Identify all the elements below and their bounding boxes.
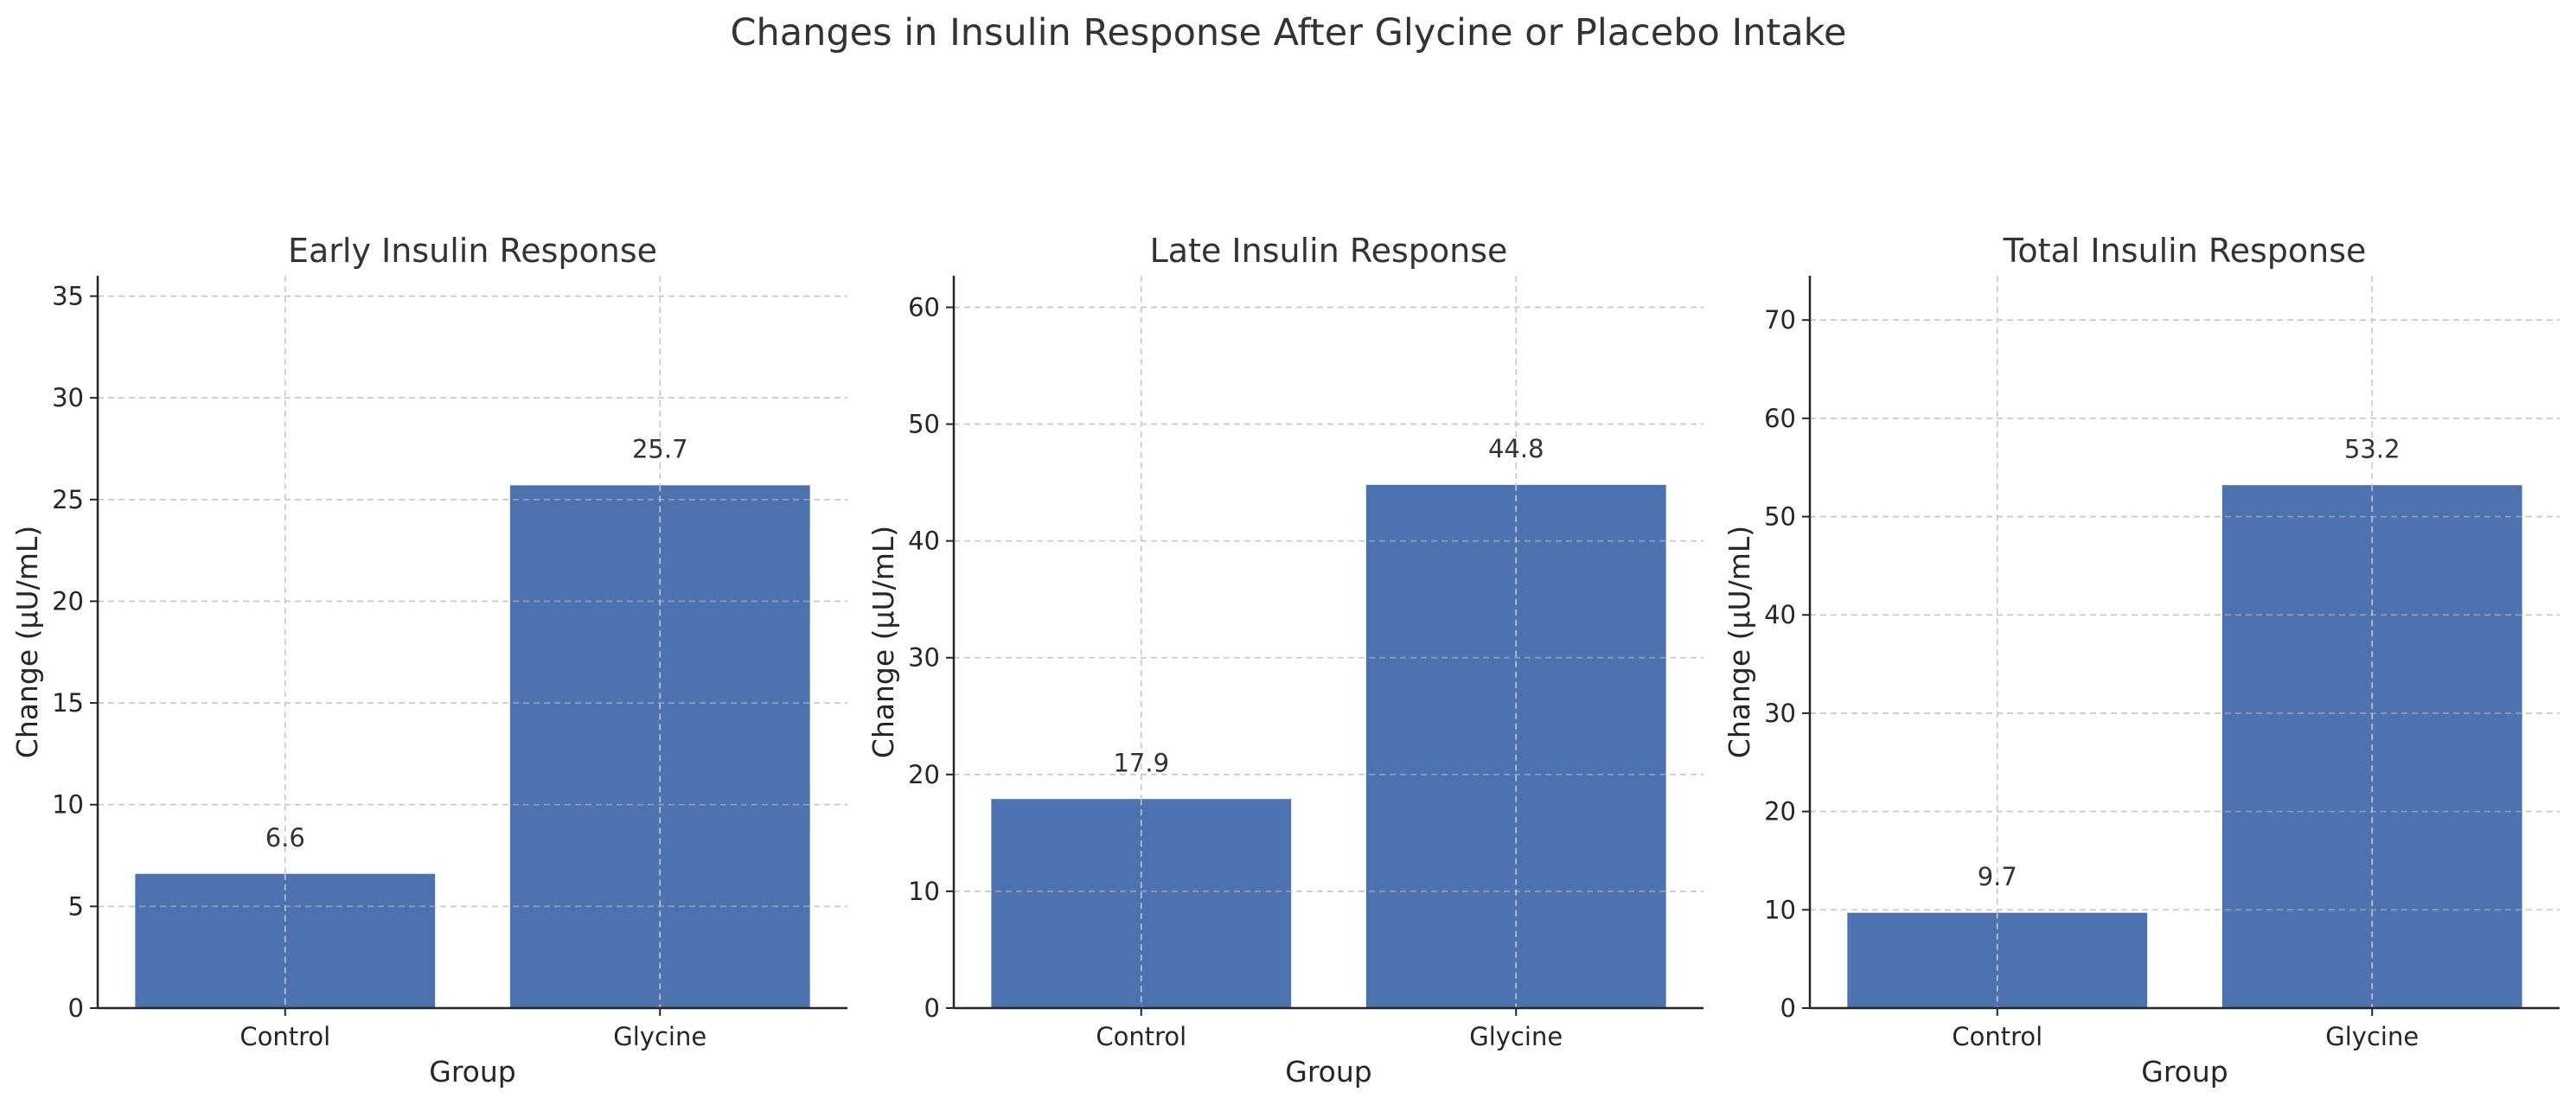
y-tick-label: 5: [68, 891, 84, 921]
y-tick-label: 15: [52, 688, 84, 718]
bar-value-label: 25.7: [632, 435, 688, 464]
y-tick-label: 10: [52, 790, 84, 820]
y-tick-label: 30: [52, 383, 84, 412]
y-tick-label: 50: [908, 410, 940, 439]
y-axis-label: Change (µU/mL): [866, 526, 900, 758]
panel-title: Total Insulin Response: [2003, 232, 2367, 270]
y-tick-label: 25: [52, 485, 84, 514]
y-tick-label: 10: [1764, 895, 1796, 924]
y-tick-label: 30: [1764, 699, 1796, 728]
x-tick-label: Glycine: [2325, 1022, 2419, 1051]
x-tick-label: Glycine: [1469, 1022, 1563, 1051]
y-tick-label: 60: [1764, 404, 1796, 433]
x-tick-label: Glycine: [613, 1022, 706, 1051]
bar-value-label: 17.9: [1113, 748, 1169, 777]
y-tick-label: 20: [52, 586, 84, 616]
panel-title: Late Insulin Response: [1150, 232, 1508, 270]
bar-value-label: 9.7: [1978, 862, 2017, 891]
x-tick-label: Control: [1952, 1022, 2042, 1051]
chart-panel-3: 9.7 53.2 0 10 20 30 40 50 60 70 Control Glycine Tota…: [1723, 232, 2560, 1088]
y-tick-label: 40: [1764, 600, 1796, 629]
y-axis-label: Change (µU/mL): [10, 526, 44, 758]
panel-title: Early Insulin Response: [288, 232, 657, 270]
bar-value-label: 44.8: [1488, 434, 1544, 463]
bar-value-label: 6.6: [265, 823, 305, 852]
chart-panel-2: 17.9 44.8 0 10 20 30 40 50 60 Control Glycine Late …: [866, 232, 1703, 1088]
y-tick-label: 35: [52, 282, 84, 311]
y-tick-label: 20: [1764, 797, 1796, 827]
x-tick-label: Control: [240, 1022, 330, 1051]
y-tick-label: 20: [908, 760, 940, 789]
y-tick-label: 0: [1780, 993, 1796, 1023]
y-tick-label: 0: [924, 993, 940, 1023]
x-axis-label: Group: [429, 1055, 515, 1088]
chart-panel-1: 6.6 25.7 0 5 10 15 20 25 30 35 Control Glycine Early…: [10, 232, 847, 1088]
y-tick-label: 70: [1764, 305, 1796, 335]
y-tick-label: 50: [1764, 502, 1796, 532]
y-tick-label: 30: [908, 643, 940, 673]
x-tick-label: Control: [1096, 1022, 1186, 1051]
x-axis-label: Group: [1285, 1055, 1371, 1088]
bar-value-label: 53.2: [2344, 434, 2400, 463]
y-tick-label: 60: [908, 292, 940, 322]
x-axis-label: Group: [2141, 1055, 2228, 1088]
y-tick-label: 10: [908, 877, 940, 906]
y-axis-label: Change (µU/mL): [1723, 526, 1756, 758]
y-tick-label: 40: [908, 527, 940, 556]
y-tick-label: 0: [68, 993, 84, 1023]
figure-title: Changes in Insulin Response After Glycin…: [731, 11, 1847, 54]
